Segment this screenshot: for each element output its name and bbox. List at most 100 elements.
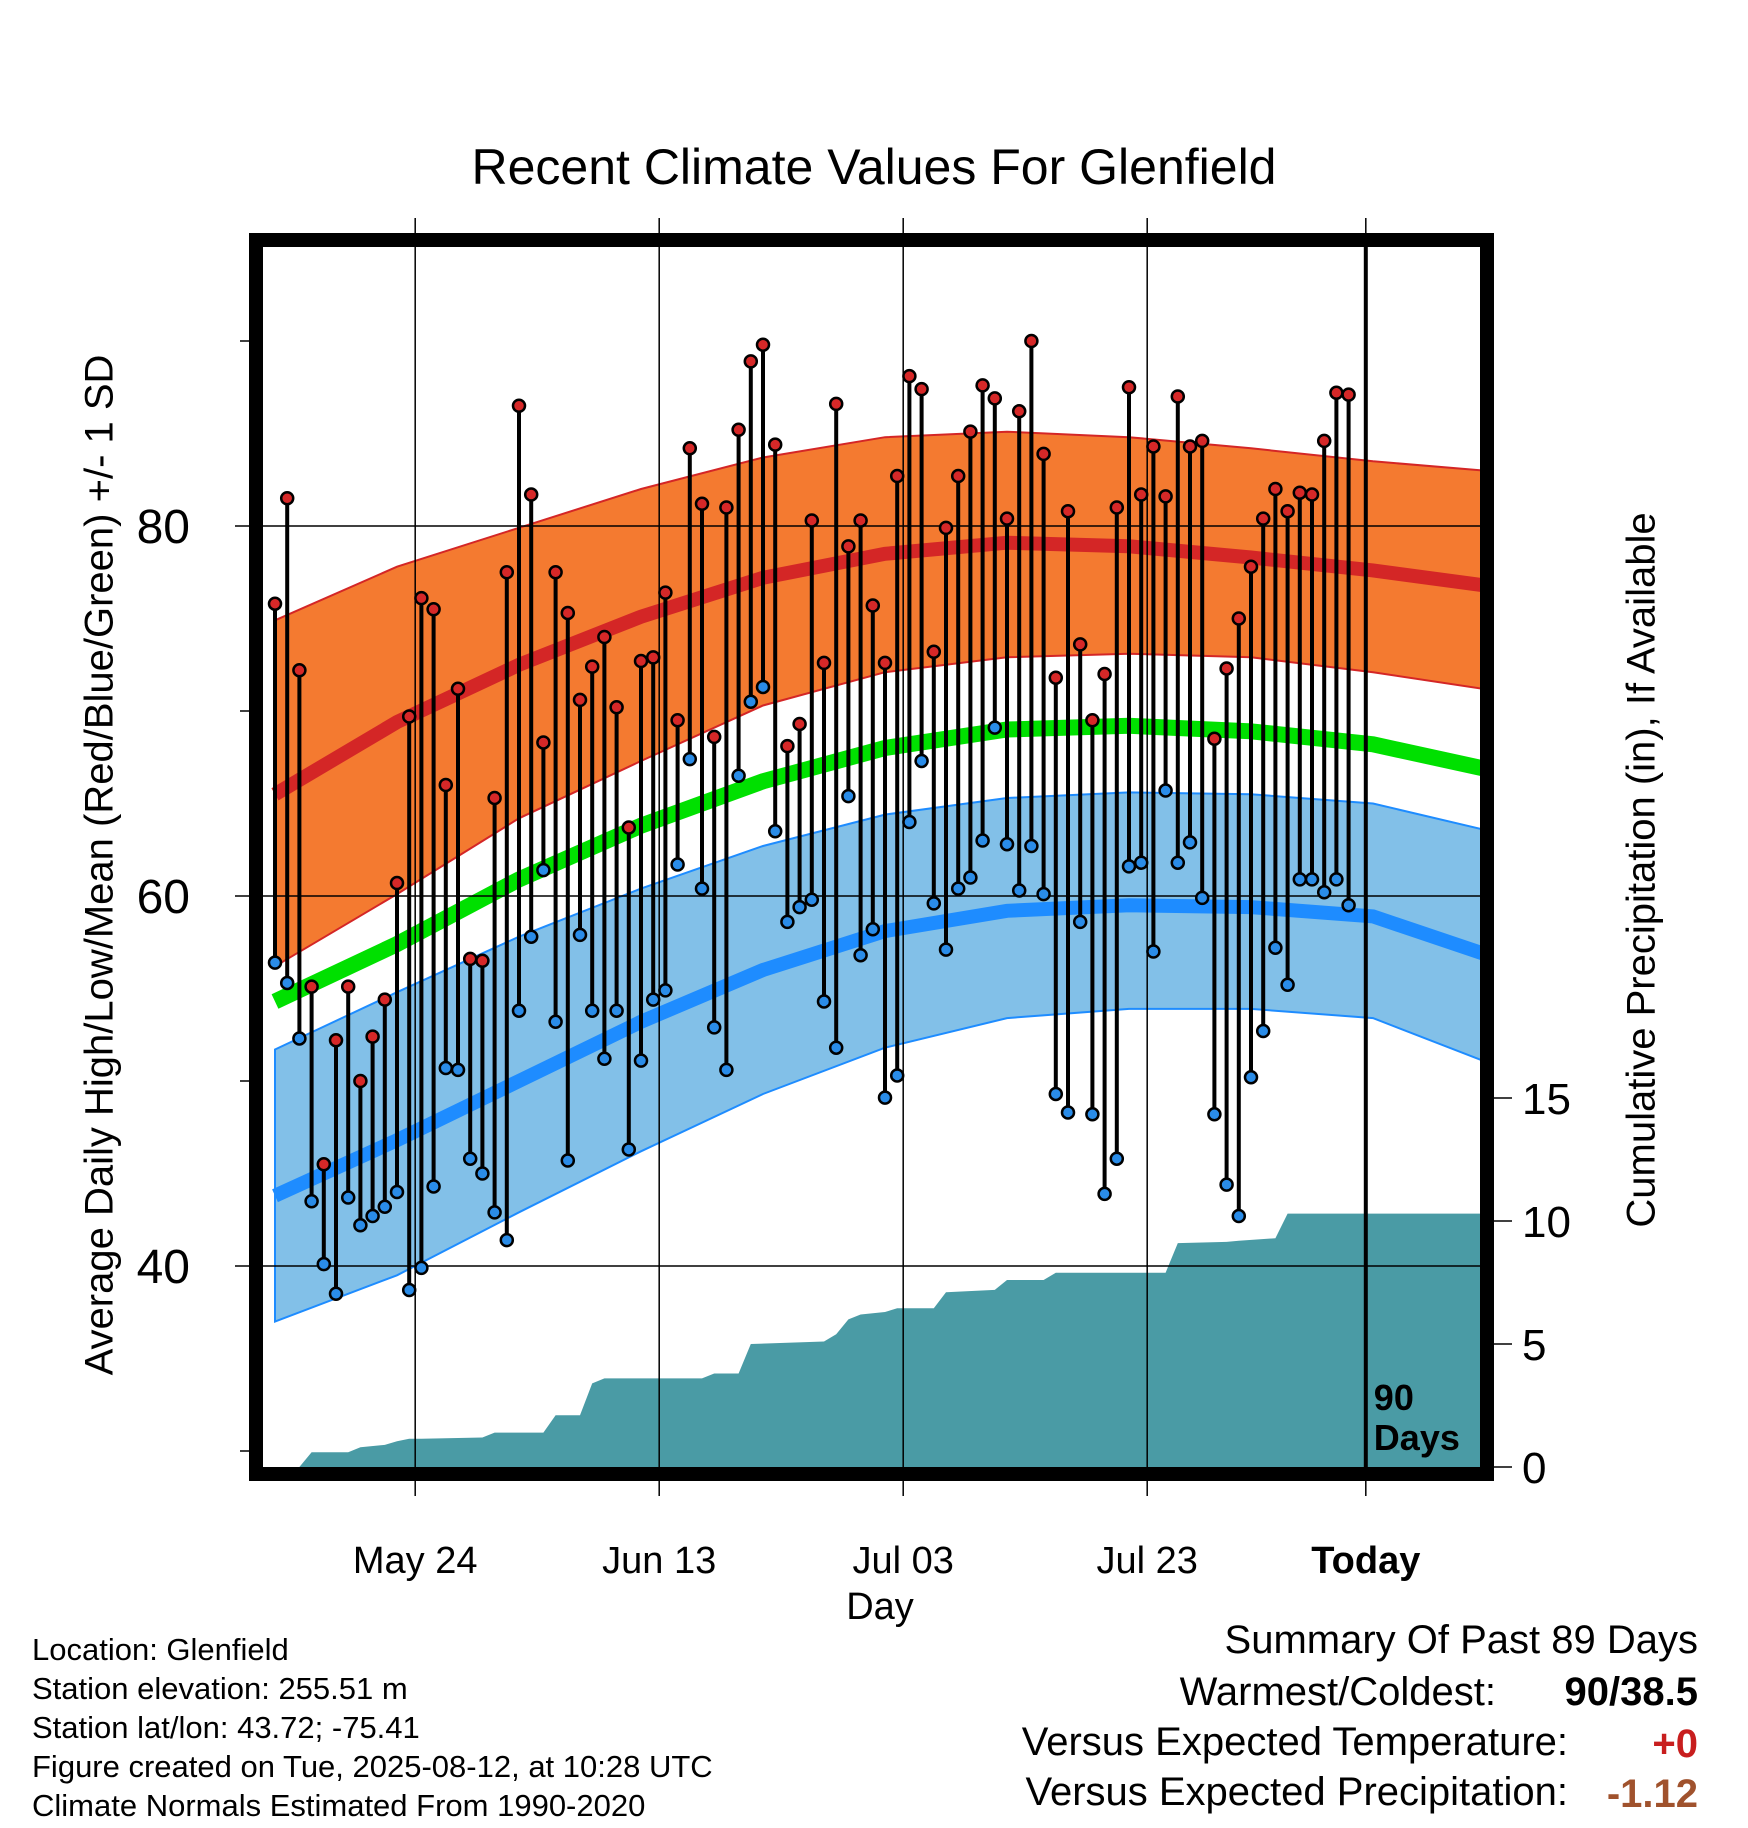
low-point bbox=[1097, 1186, 1112, 1202]
low-point bbox=[1207, 1107, 1222, 1122]
high-point bbox=[780, 738, 795, 754]
high-point bbox=[926, 644, 942, 660]
low-point bbox=[1109, 1151, 1125, 1166]
y2-tick-label: 15 bbox=[1522, 1075, 1571, 1124]
high-point bbox=[279, 491, 295, 506]
low-point bbox=[706, 1020, 722, 1035]
high-point bbox=[1207, 731, 1222, 746]
low-point bbox=[1194, 890, 1210, 906]
low-point bbox=[767, 824, 783, 839]
low-point bbox=[938, 942, 954, 957]
low-point bbox=[889, 1068, 905, 1083]
high-point bbox=[548, 565, 563, 580]
chart-title: Recent Climate Values For Glenfield bbox=[471, 139, 1277, 195]
high-point bbox=[328, 1033, 344, 1048]
high-point bbox=[706, 729, 722, 745]
low-point bbox=[694, 881, 710, 896]
low-point bbox=[292, 1031, 307, 1046]
low-point bbox=[487, 1205, 502, 1220]
high-point bbox=[1048, 670, 1064, 685]
low-point bbox=[1085, 1107, 1100, 1122]
high-point bbox=[1121, 380, 1137, 395]
high-point bbox=[1146, 439, 1161, 454]
low-point bbox=[743, 694, 759, 709]
high-point bbox=[438, 777, 454, 793]
low-point bbox=[1011, 883, 1027, 898]
low-point bbox=[426, 1179, 441, 1194]
high-point bbox=[475, 953, 490, 968]
low-point bbox=[731, 768, 746, 783]
high-point bbox=[731, 422, 746, 438]
low-point bbox=[926, 896, 942, 911]
footer-elevation: Station elevation: 255.51 m bbox=[32, 1671, 408, 1706]
low-point bbox=[1036, 886, 1051, 902]
high-point bbox=[523, 487, 539, 502]
low-point bbox=[1146, 944, 1161, 959]
high-point bbox=[987, 391, 1003, 406]
footer-created: Figure created on Tue, 2025-08-12, at 10… bbox=[32, 1749, 713, 1784]
high-point bbox=[1109, 500, 1125, 515]
low-point bbox=[877, 1090, 893, 1105]
high-point bbox=[633, 653, 649, 669]
low-point bbox=[658, 983, 673, 998]
low-point bbox=[414, 1260, 429, 1276]
high-point bbox=[377, 992, 393, 1007]
high-point bbox=[1329, 385, 1344, 401]
high-point bbox=[1304, 487, 1320, 502]
high-point bbox=[401, 709, 417, 724]
y2-tick-label: 0 bbox=[1522, 1444, 1546, 1493]
high-point bbox=[1219, 661, 1234, 676]
high-point bbox=[950, 468, 966, 484]
footer-location: Location: Glenfield bbox=[32, 1632, 289, 1667]
high-point bbox=[743, 354, 759, 369]
plot-area: 90 Days bbox=[263, 246, 1480, 1467]
low-point bbox=[377, 1199, 393, 1215]
low-point bbox=[523, 929, 539, 944]
low-point bbox=[1231, 1208, 1247, 1224]
high-point bbox=[1024, 333, 1039, 349]
high-point bbox=[719, 500, 734, 515]
summary-temp-value: +0 bbox=[1652, 1722, 1698, 1766]
low-point bbox=[304, 1194, 319, 1209]
low-point bbox=[1255, 1023, 1271, 1039]
low-point bbox=[1024, 838, 1039, 854]
high-point bbox=[999, 511, 1015, 526]
high-point bbox=[816, 655, 832, 671]
y2-tick-label: 10 bbox=[1522, 1198, 1571, 1247]
high-point bbox=[462, 951, 478, 967]
high-point bbox=[267, 596, 283, 611]
high-point bbox=[1255, 511, 1271, 526]
low-point bbox=[780, 914, 795, 930]
low-point bbox=[719, 1062, 734, 1078]
y2-tick-label: 5 bbox=[1522, 1321, 1546, 1370]
low-point bbox=[816, 994, 832, 1009]
high-point bbox=[670, 713, 685, 728]
low-point bbox=[841, 788, 856, 804]
low-point bbox=[1048, 1086, 1064, 1102]
summary-warmest-value: 90/38.5 bbox=[1564, 1670, 1698, 1714]
y2-axis-label: Cumulative Precipitation (in), If Availa… bbox=[1619, 512, 1664, 1228]
low-point bbox=[438, 1060, 454, 1076]
low-point bbox=[1304, 872, 1320, 887]
low-point bbox=[792, 899, 807, 915]
high-point bbox=[1170, 389, 1186, 404]
low-point bbox=[963, 870, 978, 885]
high-point bbox=[889, 468, 905, 484]
high-point bbox=[645, 650, 661, 665]
low-point bbox=[316, 1256, 332, 1272]
low-point bbox=[755, 679, 771, 695]
high-point bbox=[963, 424, 978, 439]
high-point bbox=[1011, 404, 1027, 419]
x-tick-label: Jul 23 bbox=[1096, 1540, 1197, 1582]
high-point bbox=[975, 378, 990, 393]
high-point bbox=[621, 820, 637, 835]
high-point bbox=[499, 565, 515, 580]
y-tick-label: 40 bbox=[137, 1241, 190, 1294]
high-point bbox=[1133, 487, 1149, 502]
high-point bbox=[353, 1073, 368, 1089]
low-point bbox=[633, 1053, 649, 1068]
low-sd-band bbox=[274, 791, 1480, 1323]
high-point bbox=[450, 681, 466, 697]
plot-border bbox=[249, 233, 1494, 1481]
high-point bbox=[853, 513, 868, 528]
